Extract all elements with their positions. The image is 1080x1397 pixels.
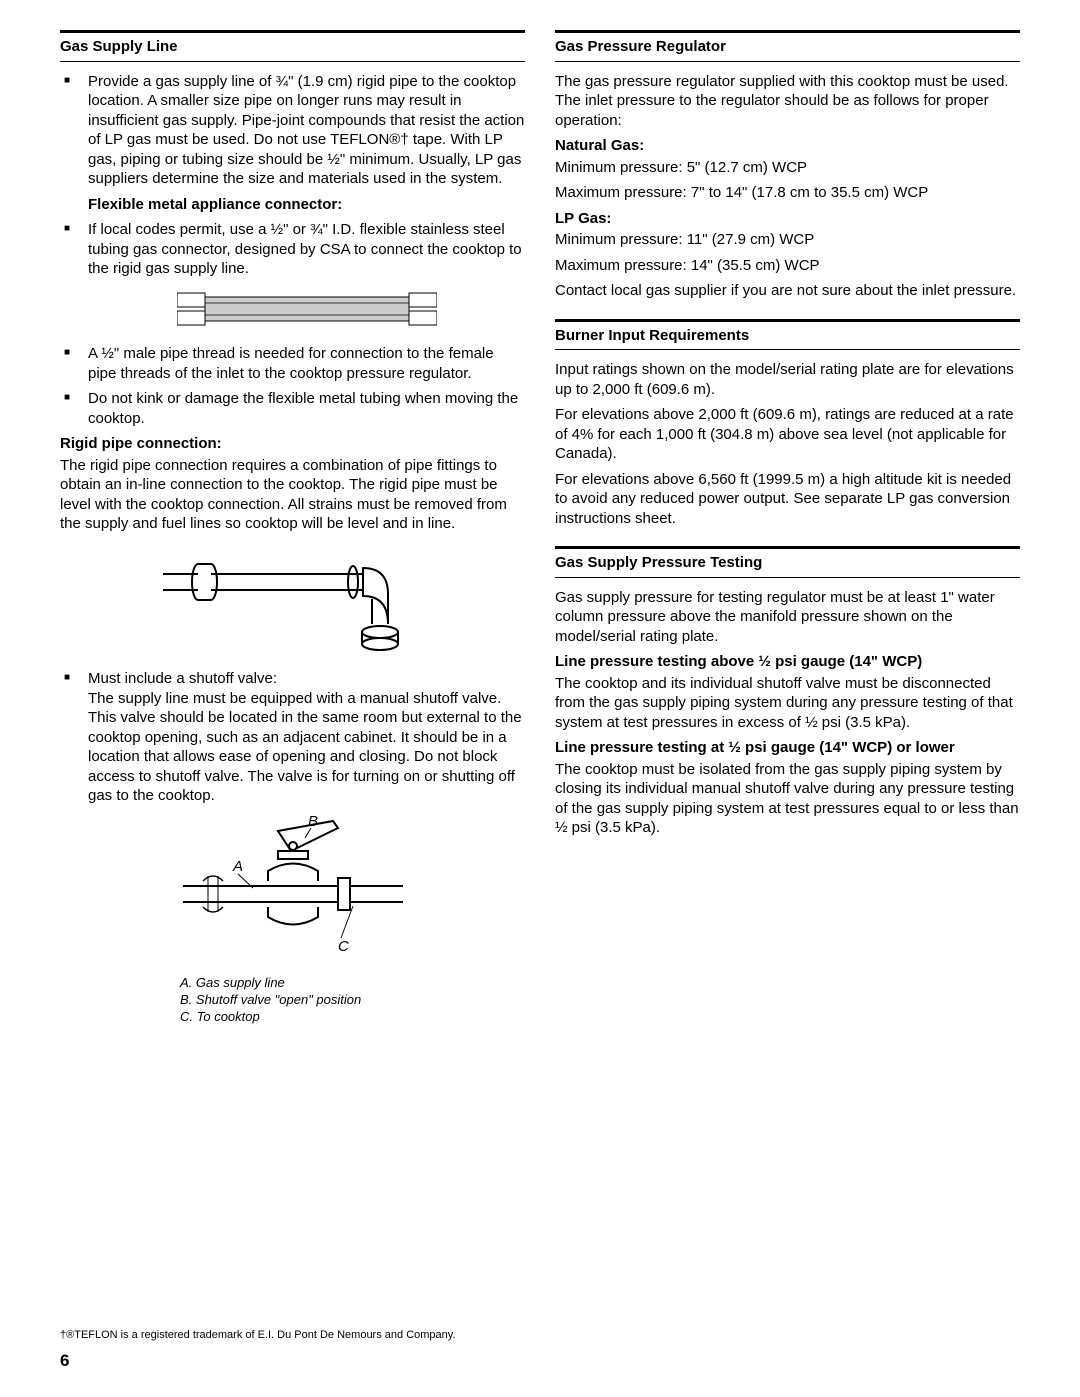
heading-burner-input: Burner Input Requirements xyxy=(555,319,1020,351)
caption-line: C. To cooktop xyxy=(180,1009,525,1026)
caption-line: A. Gas supply line xyxy=(180,975,525,992)
list-item: Provide a gas supply line of ¾" (1.9 cm)… xyxy=(60,72,525,215)
figure-flexible-connector xyxy=(88,289,525,335)
body-text: Gas supply pressure for testing regulato… xyxy=(555,588,1020,647)
left-column: Gas Supply Line Provide a gas supply lin… xyxy=(60,30,525,1036)
body-text: Must include a shutoff valve: xyxy=(88,670,277,687)
body-text: The cooktop and its individual shutoff v… xyxy=(555,674,1020,733)
body-text: The cooktop must be isolated from the ga… xyxy=(555,760,1020,838)
list-item: Must include a shutoff valve: The supply… xyxy=(60,669,525,806)
list-item: If local codes permit, use a ½" or ¾" I.… xyxy=(60,220,525,334)
subheading-test-above: Line pressure testing above ½ psi gauge … xyxy=(555,652,1020,672)
svg-text:C: C xyxy=(338,938,349,955)
svg-text:B: B xyxy=(308,816,318,830)
shutoff-valve-icon: A B C xyxy=(183,816,403,966)
body-text: For elevations above 6,560 ft (1999.5 m)… xyxy=(555,470,1020,529)
right-column: Gas Pressure Regulator The gas pressure … xyxy=(555,30,1020,1036)
subheading-natural-gas: Natural Gas: xyxy=(555,136,1020,156)
body-text: Maximum pressure: 14" (35.5 cm) WCP xyxy=(555,256,1020,276)
footnote: †®TEFLON is a registered trademark of E.… xyxy=(60,1328,456,1342)
heading-gas-pressure-regulator: Gas Pressure Regulator xyxy=(555,30,1020,62)
body-text: Input ratings shown on the model/serial … xyxy=(555,360,1020,399)
body-text: Contact local gas supplier if you are no… xyxy=(555,281,1020,301)
list-item: A ½" male pipe thread is needed for conn… xyxy=(60,344,525,383)
body-text: Maximum pressure: 7" to 14" (17.8 cm to … xyxy=(555,183,1020,203)
page-number: 6 xyxy=(60,1350,69,1372)
subheading-rigid-pipe: Rigid pipe connection: xyxy=(60,434,525,454)
caption-line: B. Shutoff valve "open" position xyxy=(180,992,525,1009)
heading-pressure-testing: Gas Supply Pressure Testing xyxy=(555,546,1020,578)
body-text: If local codes permit, use a ½" or ¾" I.… xyxy=(88,221,522,277)
figure-caption: A. Gas supply line B. Shutoff valve "ope… xyxy=(60,975,525,1026)
body-text: Provide a gas supply line of ¾" (1.9 cm)… xyxy=(88,73,524,188)
subheading-test-below: Line pressure testing at ½ psi gauge (14… xyxy=(555,738,1020,758)
flexible-connector-icon xyxy=(177,289,437,329)
figure-shutoff-valve: A B C A. Gas supply line B. Shutoff valv… xyxy=(60,816,525,1026)
subheading-flexible-connector: Flexible metal appliance connector: xyxy=(88,195,525,215)
body-text: The supply line must be equipped with a … xyxy=(88,690,522,805)
body-text: The rigid pipe connection requires a com… xyxy=(60,456,525,534)
svg-text:A: A xyxy=(232,858,243,875)
body-text: Minimum pressure: 5" (12.7 cm) WCP xyxy=(555,158,1020,178)
body-text: The gas pressure regulator supplied with… xyxy=(555,72,1020,131)
list-item: Do not kink or damage the flexible metal… xyxy=(60,389,525,428)
figure-rigid-pipe xyxy=(60,544,525,660)
rigid-pipe-icon xyxy=(153,544,433,654)
body-text: Minimum pressure: 11" (27.9 cm) WCP xyxy=(555,230,1020,250)
body-text: For elevations above 2,000 ft (609.6 m),… xyxy=(555,405,1020,464)
subheading-lp-gas: LP Gas: xyxy=(555,209,1020,229)
heading-gas-supply-line: Gas Supply Line xyxy=(60,30,525,62)
